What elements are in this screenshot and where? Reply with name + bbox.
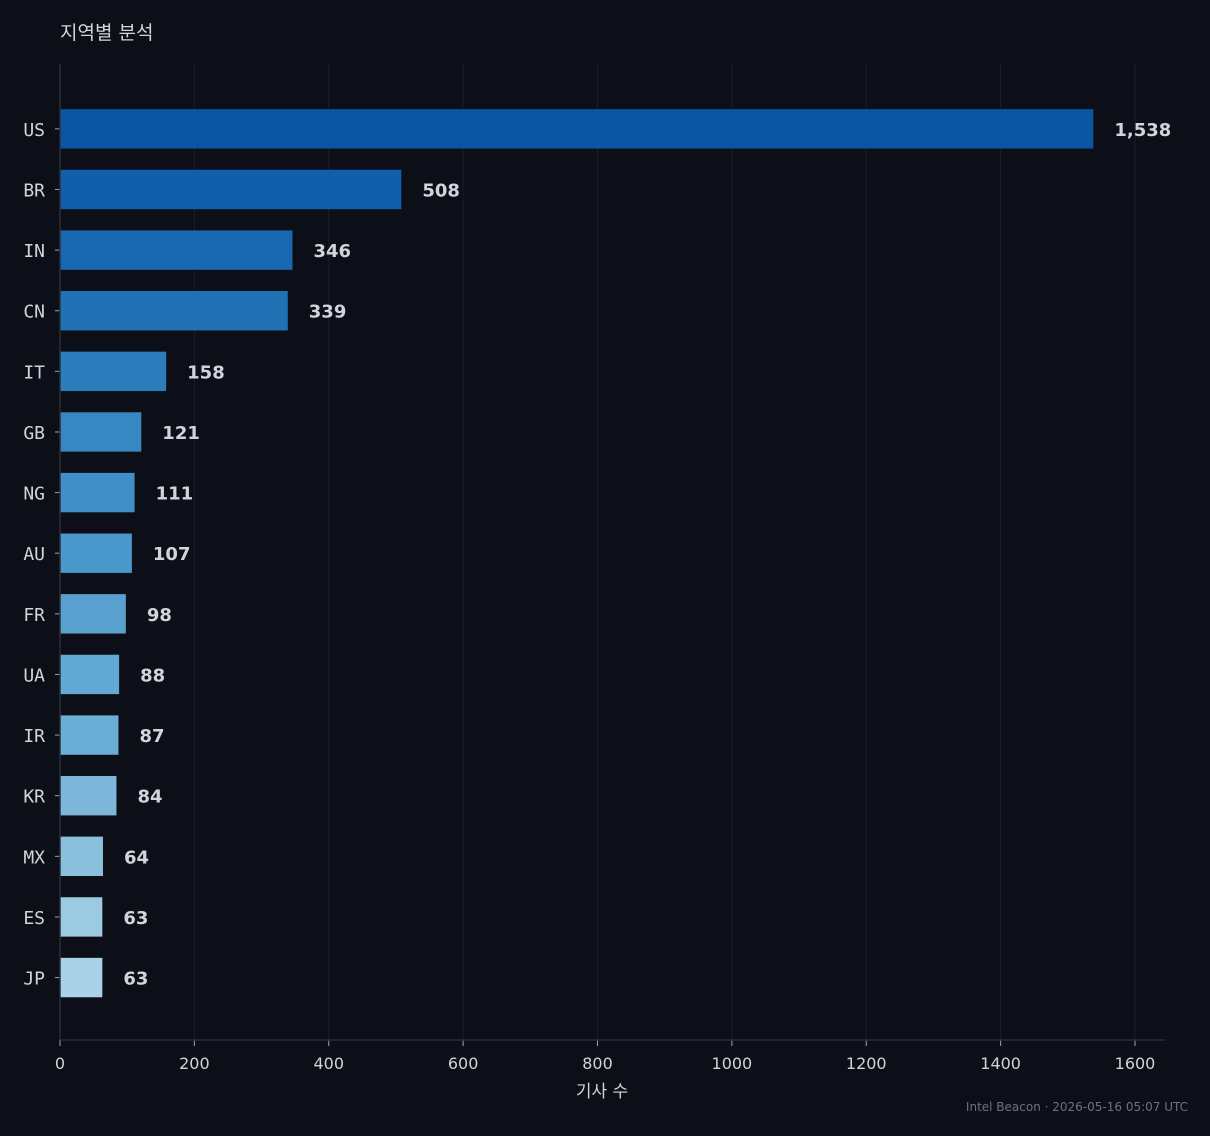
value-label-es: 63 bbox=[123, 908, 148, 929]
value-label-ua: 88 bbox=[140, 665, 165, 686]
x-tick-label-400: 400 bbox=[313, 1054, 344, 1073]
bar-ng bbox=[60, 472, 135, 513]
bar-us bbox=[60, 109, 1094, 149]
category-label-jp: JP bbox=[23, 969, 45, 990]
category-label-in: IN bbox=[23, 241, 45, 262]
bar-ua bbox=[60, 654, 120, 695]
value-label-br: 508 bbox=[422, 180, 460, 201]
value-label-cn: 339 bbox=[309, 302, 347, 323]
value-label-fr: 98 bbox=[147, 605, 172, 626]
x-tick-label-200: 200 bbox=[179, 1054, 210, 1073]
x-axis-label: 기사 수 bbox=[576, 1082, 628, 1102]
category-label-au: AU bbox=[23, 544, 45, 565]
value-label-mx: 64 bbox=[124, 847, 149, 868]
footer-timestamp: Intel Beacon · 2026-05-16 05:07 UTC bbox=[965, 1100, 1188, 1114]
value-labels: 1,538 508 346 339 158 121 111 107 98 88 87 84 64 63 63 bbox=[123, 120, 1171, 990]
grid-lines bbox=[193, 64, 1136, 1040]
value-label-kr: 84 bbox=[137, 787, 162, 808]
x-tick-label-1400: 1400 bbox=[980, 1054, 1021, 1073]
category-label-es: ES bbox=[23, 908, 45, 929]
bar-it bbox=[60, 351, 167, 392]
category-label-gb: GB bbox=[23, 423, 45, 444]
bar-mx bbox=[60, 836, 103, 877]
bar-in bbox=[60, 230, 293, 270]
category-label-us: US bbox=[23, 120, 45, 141]
x-tick-label-1600: 1600 bbox=[1115, 1054, 1156, 1073]
category-label-ng: NG bbox=[23, 484, 45, 505]
bar-fr bbox=[60, 594, 126, 634]
bars bbox=[60, 109, 1094, 998]
value-label-it: 158 bbox=[187, 362, 225, 383]
bar-au bbox=[60, 533, 132, 573]
value-label-us: 1,538 bbox=[1114, 120, 1171, 141]
value-label-jp: 63 bbox=[123, 969, 148, 990]
chart-title: 지역별 분석 bbox=[60, 22, 153, 44]
x-axis: 0 200 400 600 800 1000 1200 1400 1600 bbox=[55, 64, 1165, 1073]
bar-cn bbox=[60, 291, 288, 331]
x-tick-label-0: 0 bbox=[55, 1054, 65, 1073]
category-label-it: IT bbox=[23, 362, 45, 383]
x-tick-label-1200: 1200 bbox=[846, 1054, 887, 1073]
category-label-mx: MX bbox=[23, 847, 45, 868]
value-label-in: 346 bbox=[313, 241, 351, 262]
value-label-ir: 87 bbox=[139, 726, 164, 747]
bar-ir bbox=[60, 715, 119, 755]
bar-jp bbox=[60, 957, 103, 998]
category-labels: US BR IN CN IT GB NG AU FR UA IR KR MX ES JP bbox=[23, 120, 60, 990]
category-label-ir: IR bbox=[23, 726, 45, 747]
bar-kr bbox=[60, 775, 117, 816]
bar-gb bbox=[60, 412, 142, 452]
x-tick-label-600: 600 bbox=[448, 1054, 479, 1073]
bar-br bbox=[60, 169, 402, 210]
category-label-cn: CN bbox=[23, 302, 45, 323]
x-tick-label-1000: 1000 bbox=[712, 1054, 753, 1073]
x-tick-label-800: 800 bbox=[582, 1054, 613, 1073]
value-label-ng: 111 bbox=[156, 484, 194, 505]
bar-es bbox=[60, 897, 103, 937]
category-label-kr: KR bbox=[23, 787, 45, 808]
value-label-au: 107 bbox=[153, 544, 191, 565]
category-label-ua: UA bbox=[23, 665, 45, 686]
category-label-br: BR bbox=[23, 180, 45, 201]
value-label-gb: 121 bbox=[162, 423, 200, 444]
category-label-fr: FR bbox=[23, 605, 45, 626]
